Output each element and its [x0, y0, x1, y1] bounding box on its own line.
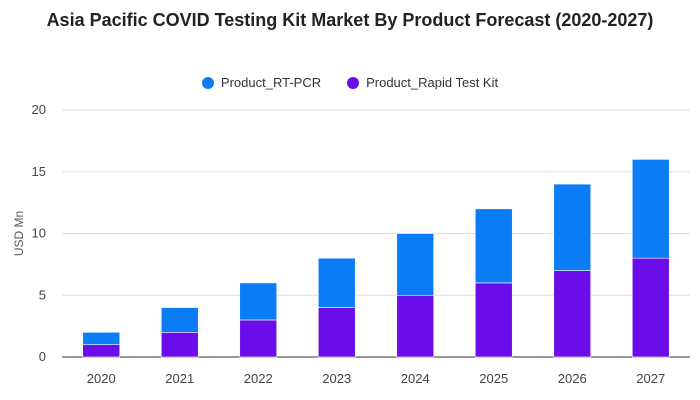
bar-rapid-test-kit-2021[interactable]: [160, 331, 199, 358]
bar-rapid-test-kit-2022[interactable]: [239, 319, 278, 358]
bar-rapid-test-kit-2026[interactable]: [553, 270, 592, 358]
x-tick-label: 2026: [558, 371, 587, 386]
x-tick-label: 2025: [479, 371, 508, 386]
bar-rt-pcr-2022[interactable]: [239, 282, 278, 321]
bar-rt-pcr-2027[interactable]: [631, 159, 670, 259]
x-tick-label: 2021: [165, 371, 194, 386]
bar-rt-pcr-2021[interactable]: [160, 307, 199, 333]
bar-rapid-test-kit-2024[interactable]: [396, 294, 435, 358]
legend-label-rt-pcr: Product_RT-PCR: [220, 75, 322, 90]
bar-rapid-test-kit-2027[interactable]: [631, 257, 670, 358]
legend-item-rt-pcr[interactable]: Product_RT-PCR: [201, 75, 322, 90]
legend-label-rapid-test-kit: Product_Rapid Test Kit: [366, 75, 499, 90]
legend-item-rapid-test-kit[interactable]: Product_Rapid Test Kit: [347, 75, 498, 90]
x-tick-label: 2020: [87, 371, 116, 386]
x-tick-label: 2024: [401, 371, 430, 386]
y-tick-label: 10: [32, 226, 46, 241]
bar-rt-pcr-2026[interactable]: [553, 183, 592, 271]
bar-rt-pcr-2020[interactable]: [82, 331, 121, 345]
y-tick-label: 15: [32, 164, 46, 179]
x-tick-label: 2027: [636, 371, 665, 386]
x-tick-label: 2023: [322, 371, 351, 386]
y-tick-label: 20: [32, 102, 46, 117]
bar-rapid-test-kit-2020[interactable]: [82, 344, 121, 358]
y-tick-label: 5: [39, 287, 46, 302]
bar-rt-pcr-2025[interactable]: [474, 208, 513, 284]
legend-marker-rt-pcr: [201, 76, 214, 89]
y-axis-title: USD Mn: [12, 211, 26, 256]
legend: Product_RT-PCR Product_Rapid Test Kit: [0, 75, 700, 90]
bar-rapid-test-kit-2023[interactable]: [317, 307, 356, 358]
legend-marker-rapid-test-kit: [347, 76, 360, 89]
bar-rt-pcr-2024[interactable]: [396, 233, 435, 296]
bar-rapid-test-kit-2025[interactable]: [474, 282, 513, 358]
bar-rt-pcr-2023[interactable]: [317, 257, 356, 308]
y-tick-label: 0: [39, 349, 46, 364]
x-tick-label: 2022: [244, 371, 273, 386]
chart-title: Asia Pacific COVID Testing Kit Market By…: [46, 10, 654, 30]
